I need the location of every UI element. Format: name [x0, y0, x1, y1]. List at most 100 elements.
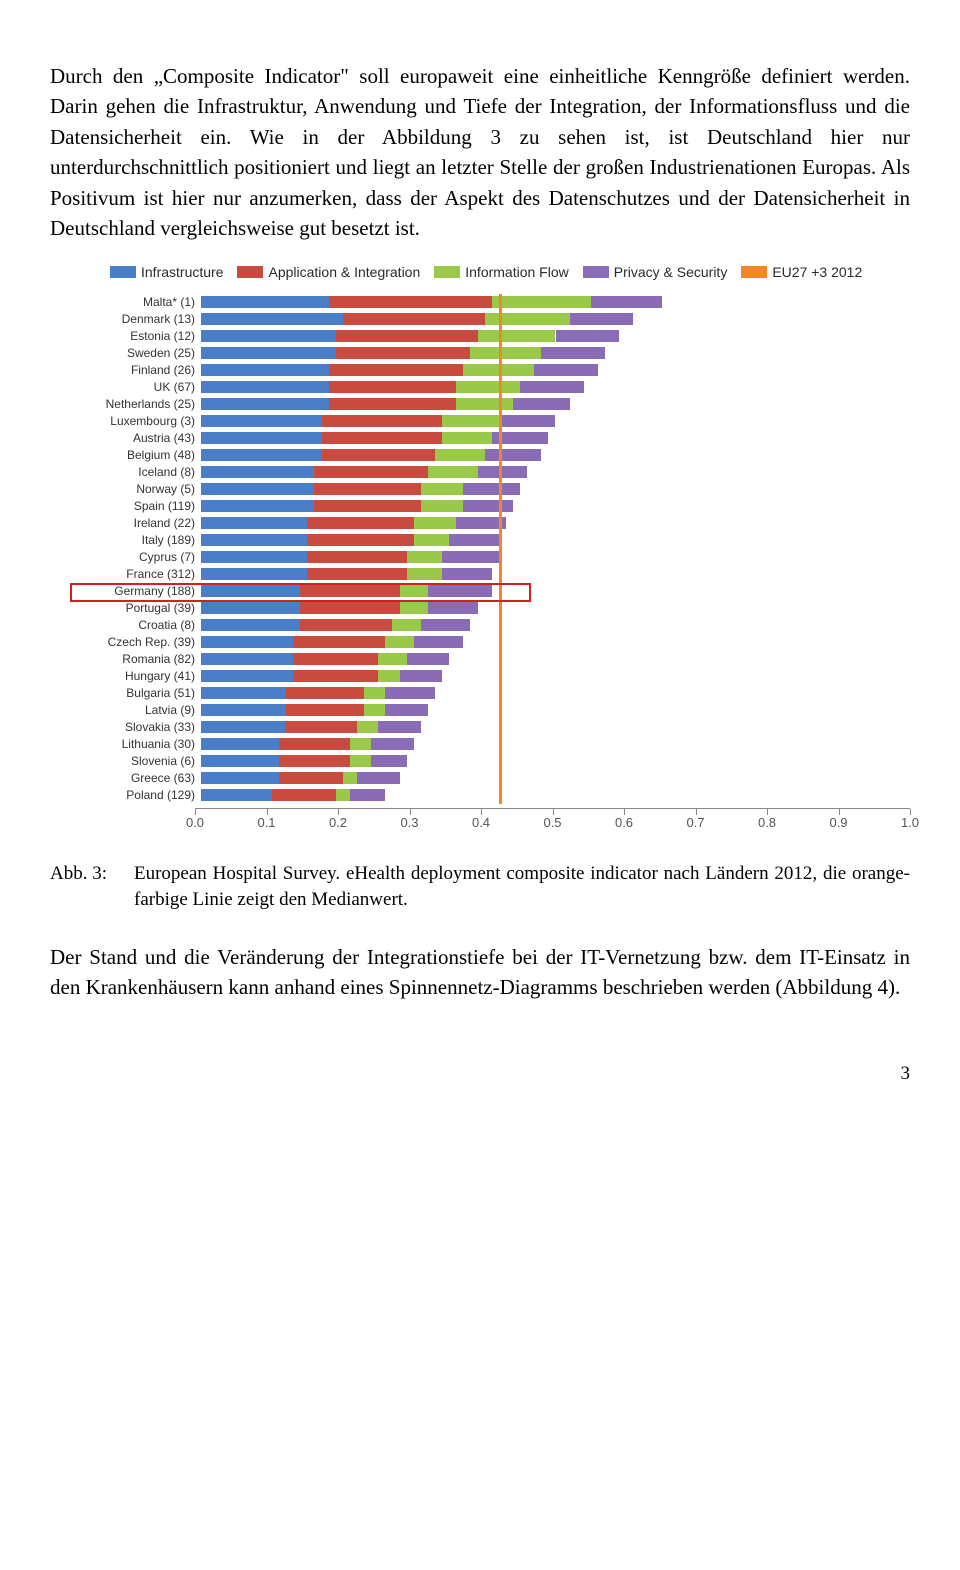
- bar-segment-app: [329, 381, 457, 393]
- row-label: Portugal (39): [70, 601, 201, 615]
- legend-item: Information Flow: [434, 264, 568, 280]
- bar-segment-flow: [442, 415, 499, 427]
- bar-segment-infra: [201, 738, 279, 750]
- legend-item: Application & Integration: [237, 264, 420, 280]
- legend-item: Privacy & Security: [583, 264, 728, 280]
- bar-segment-flow: [378, 653, 406, 665]
- axis-tick: 0.2: [329, 815, 347, 830]
- bar-segment-infra: [201, 432, 322, 444]
- bar-segment-app: [300, 585, 399, 597]
- chart-row: Austria (43): [70, 430, 910, 447]
- bar-area: [201, 788, 910, 802]
- chart-row: Czech Rep. (39): [70, 634, 910, 651]
- legend-item: Infrastructure: [110, 264, 223, 280]
- bar-segment-flow: [364, 687, 385, 699]
- chart-row: Hungary (41): [70, 668, 910, 685]
- page-number: 3: [50, 1063, 910, 1085]
- chart-row: Malta* (1): [70, 294, 910, 311]
- bar-area: [201, 669, 910, 683]
- chart-row: Croatia (8): [70, 617, 910, 634]
- bar-segment-priv: [478, 466, 528, 478]
- bar-segment-priv: [449, 534, 499, 546]
- bar-segment-app: [293, 636, 385, 648]
- axis-tick: 0.4: [472, 815, 490, 830]
- legend-label: Privacy & Security: [614, 264, 728, 280]
- row-label: Iceland (8): [70, 465, 201, 479]
- chart-row: Lithuania (30): [70, 736, 910, 753]
- bar-segment-app: [307, 534, 413, 546]
- axis-tick: 1.0: [901, 815, 919, 830]
- bar-area: [201, 652, 910, 666]
- row-label: Estonia (12): [70, 329, 201, 343]
- bar-segment-infra: [201, 313, 343, 325]
- bar-area: [201, 686, 910, 700]
- legend-swatch: [110, 266, 136, 278]
- bar-segment-infra: [201, 653, 293, 665]
- bar-segment-priv: [371, 755, 406, 767]
- bar-segment-infra: [201, 721, 286, 733]
- axis-tick: 0.0: [186, 815, 204, 830]
- chart-row: Norway (5): [70, 481, 910, 498]
- legend-label: Infrastructure: [141, 264, 223, 280]
- row-label: Sweden (25): [70, 346, 201, 360]
- bar-segment-flow: [478, 330, 556, 342]
- bar-segment-priv: [534, 364, 598, 376]
- bar-segment-flow: [400, 602, 428, 614]
- bar-segment-priv: [456, 517, 506, 529]
- caption-label: Abb. 3:: [50, 861, 134, 914]
- bar-segment-flow: [400, 585, 428, 597]
- bar-segment-flow: [485, 313, 570, 325]
- row-label: Belgium (48): [70, 448, 201, 462]
- row-label: Germany (188): [70, 584, 201, 598]
- bar-segment-app: [322, 415, 443, 427]
- bar-segment-priv: [570, 313, 634, 325]
- bar-segment-app: [286, 704, 364, 716]
- bar-segment-flow: [470, 347, 541, 359]
- bar-segment-infra: [201, 483, 314, 495]
- bar-segment-flow: [343, 772, 357, 784]
- bar-segment-infra: [201, 347, 336, 359]
- bar-segment-app: [314, 483, 420, 495]
- bar-segment-app: [279, 772, 343, 784]
- bar-segment-infra: [201, 330, 336, 342]
- bar-segment-priv: [485, 449, 542, 461]
- bar-segment-infra: [201, 398, 329, 410]
- row-label: Romania (82): [70, 652, 201, 666]
- bar-segment-app: [307, 551, 406, 563]
- bar-segment-app: [343, 313, 485, 325]
- row-label: Lithuania (30): [70, 737, 201, 751]
- bar-segment-priv: [371, 738, 414, 750]
- bar-segment-infra: [201, 466, 314, 478]
- bar-area: [201, 499, 910, 513]
- bar-area: [201, 295, 910, 309]
- bar-segment-app: [336, 330, 478, 342]
- axis-tick: 0.6: [615, 815, 633, 830]
- bar-segment-app: [314, 466, 427, 478]
- bar-segment-infra: [201, 670, 293, 682]
- chart-row: Portugal (39): [70, 600, 910, 617]
- chart-row: Germany (188): [70, 583, 910, 600]
- bar-segment-flow: [350, 738, 371, 750]
- bar-segment-flow: [456, 398, 513, 410]
- bar-segment-app: [329, 296, 492, 308]
- bar-segment-flow: [378, 670, 399, 682]
- bar-area: [201, 329, 910, 343]
- axis-tick: 0.9: [829, 815, 847, 830]
- bar-area: [201, 482, 910, 496]
- bar-area: [201, 312, 910, 326]
- bar-segment-flow: [456, 381, 520, 393]
- bar-segment-priv: [421, 619, 471, 631]
- row-label: UK (67): [70, 380, 201, 394]
- bar-segment-flow: [357, 721, 378, 733]
- bar-segment-app: [329, 364, 464, 376]
- row-label: Croatia (8): [70, 618, 201, 632]
- bar-segment-infra: [201, 517, 307, 529]
- bar-segment-flow: [407, 551, 442, 563]
- row-label: Latvia (9): [70, 703, 201, 717]
- row-label: Ireland (22): [70, 516, 201, 530]
- bar-segment-app: [314, 500, 420, 512]
- bar-segment-infra: [201, 687, 286, 699]
- legend-swatch: [741, 266, 767, 278]
- bar-segment-app: [322, 449, 435, 461]
- chart-row: Finland (26): [70, 362, 910, 379]
